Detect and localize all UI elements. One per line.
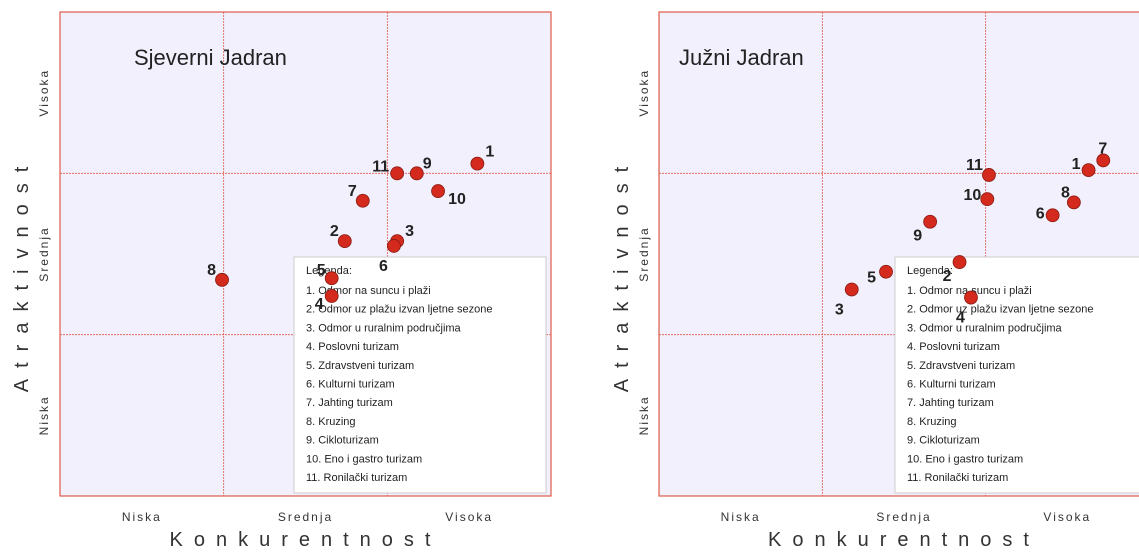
data-point bbox=[1081, 163, 1096, 178]
data-point-label: 7 bbox=[1098, 140, 1107, 157]
y-axis-label: Atraktivnost bbox=[611, 156, 633, 392]
data-point bbox=[386, 239, 401, 253]
data-point-label: 1 bbox=[1072, 156, 1081, 173]
data-point-label: 10 bbox=[448, 191, 466, 208]
legend-item: 9. Cikloturizam bbox=[907, 435, 980, 447]
data-point-label: 9 bbox=[423, 155, 432, 172]
y-tick-label: Visoka bbox=[637, 69, 651, 117]
legend-item: 8. Kruzing bbox=[907, 416, 957, 428]
legend-item: 4. Poslovni turizam bbox=[306, 341, 399, 353]
y-tick-label: Niska bbox=[637, 395, 651, 435]
data-point-label: 4 bbox=[315, 296, 324, 313]
data-point-label: 6 bbox=[1036, 205, 1045, 222]
legend-item: 5. Zdravstveni turizam bbox=[306, 360, 414, 372]
legend-item: 6. Kulturni turizam bbox=[907, 379, 996, 391]
legend-item: 11. Ronilački turizam bbox=[306, 472, 407, 484]
data-point-label: 5 bbox=[317, 262, 326, 279]
data-point bbox=[1045, 208, 1060, 223]
data-point bbox=[1096, 153, 1111, 168]
y-axis-label: Atraktivnost bbox=[11, 156, 33, 392]
data-point-label: 2 bbox=[943, 268, 952, 285]
x-axis-label: Konkurentnost bbox=[170, 529, 442, 548]
legend-item: 10. Eno i gastro turizam bbox=[907, 453, 1023, 465]
legend-item: 11. Ronilački turizam bbox=[907, 472, 1008, 484]
data-point-label: 8 bbox=[207, 262, 216, 279]
legend-item: 6. Kulturni turizam bbox=[306, 379, 395, 391]
data-point bbox=[964, 290, 978, 305]
x-axis-label: Konkurentnost bbox=[768, 529, 1040, 548]
data-point-label: 10 bbox=[964, 187, 982, 204]
chart-title: Sjeverni Jadran bbox=[134, 45, 287, 70]
x-tick-label: Niska bbox=[122, 510, 162, 524]
y-tick-label: Niska bbox=[37, 395, 51, 435]
legend-item: 3. Odmor u ruralnim područjima bbox=[306, 322, 462, 334]
data-point bbox=[980, 192, 995, 207]
data-point-label: 11 bbox=[372, 158, 389, 175]
data-point bbox=[1066, 195, 1081, 210]
x-tick-label: Srednja bbox=[876, 510, 931, 524]
x-tick-label: Visoka bbox=[1043, 510, 1091, 524]
legend-item: 8. Kruzing bbox=[306, 416, 356, 428]
data-point bbox=[337, 234, 352, 248]
x-tick-label: Niska bbox=[721, 510, 761, 524]
data-point-label: 5 bbox=[867, 270, 876, 287]
data-point-label: 3 bbox=[835, 301, 844, 318]
data-point-label: 2 bbox=[330, 223, 339, 240]
data-point bbox=[879, 264, 893, 279]
data-point bbox=[431, 184, 445, 198]
data-point-label: 11 bbox=[966, 157, 983, 174]
legend-item: 9. Cikloturizam bbox=[306, 435, 379, 447]
legend-title: Legenda: bbox=[306, 265, 352, 277]
legend-title: Legenda: bbox=[907, 265, 953, 277]
data-point bbox=[324, 271, 339, 286]
legend-item: 3. Odmor u ruralnim područjima bbox=[907, 322, 1063, 334]
data-point-label: 1 bbox=[485, 144, 494, 161]
data-point bbox=[982, 168, 996, 182]
legend-item: 2. Odmor uz plažu izvan ljetne sezone bbox=[306, 304, 493, 316]
legend-item: 7. Jahting turizam bbox=[907, 397, 994, 409]
data-point-label: 7 bbox=[348, 183, 357, 200]
data-point bbox=[215, 272, 229, 287]
legend-item: 1. Odmor na suncu i plaži bbox=[306, 285, 431, 297]
y-tick-label: Srednja bbox=[37, 226, 51, 281]
legend-item: 2. Odmor uz plažu izvan ljetne sezone bbox=[907, 304, 1094, 316]
y-tick-label: Visoka bbox=[37, 69, 51, 117]
data-point-label: 3 bbox=[405, 223, 414, 240]
legend-item: 7. Jahting turizam bbox=[306, 397, 393, 409]
data-point bbox=[470, 156, 485, 171]
data-point-label: 9 bbox=[913, 228, 922, 245]
data-point bbox=[355, 193, 370, 208]
legend-item: 10. Eno i gastro turizam bbox=[306, 453, 422, 465]
data-point bbox=[923, 214, 938, 229]
data-point-label: 8 bbox=[1061, 184, 1070, 201]
data-point bbox=[844, 282, 859, 297]
legend-item: 5. Zdravstveni turizam bbox=[907, 360, 1015, 372]
y-tick-label: Srednja bbox=[637, 226, 651, 281]
data-point-label: 6 bbox=[379, 258, 388, 275]
legend-item: 4. Poslovni turizam bbox=[907, 341, 1000, 353]
data-point bbox=[952, 255, 967, 269]
data-point bbox=[409, 166, 424, 181]
x-tick-label: Srednja bbox=[278, 510, 333, 524]
chart-title: Južni Jadran bbox=[679, 45, 804, 70]
legend-box bbox=[894, 256, 1139, 494]
x-tick-label: Visoka bbox=[445, 510, 493, 524]
data-point-label: 4 bbox=[956, 310, 965, 327]
data-point bbox=[324, 289, 339, 303]
data-point bbox=[390, 166, 405, 181]
